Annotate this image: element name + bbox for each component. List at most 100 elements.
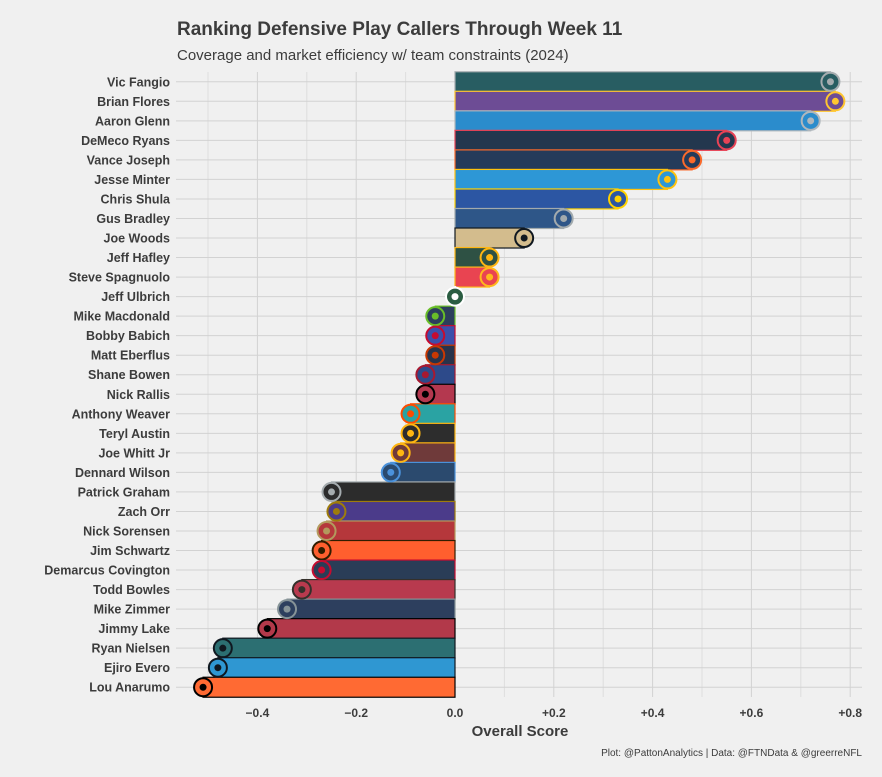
x-axis-ticks: −0.4 −0.2 0.0 +0.2 +0.4 +0.6 +0.8 bbox=[246, 706, 863, 720]
bar-vance-joseph bbox=[454, 149, 693, 171]
y-label-vance-joseph: Vance Joseph bbox=[87, 153, 170, 167]
y-label-bobby-babich: Bobby Babich bbox=[86, 329, 170, 343]
bar-jim-schwartz bbox=[321, 539, 456, 562]
cowboys-logo bbox=[277, 599, 298, 620]
bar-lou-anarumo bbox=[202, 676, 456, 698]
bar-aaron-glenn bbox=[454, 110, 812, 132]
y-label-steve-spagnuolo: Steve Spagnuolo bbox=[69, 271, 171, 285]
y-label-aaron-glenn: Aaron Glenn bbox=[95, 114, 170, 128]
bar-patrick-graham bbox=[330, 481, 456, 503]
bar-gus-bradley bbox=[454, 207, 565, 230]
patriots-logo-center bbox=[318, 566, 326, 574]
rams-logo-center bbox=[614, 195, 622, 203]
chart-subtitle: Coverage and market efficiency w/ team c… bbox=[177, 47, 569, 64]
bar-todd-bowles bbox=[301, 578, 456, 601]
bar-ejiro-evero bbox=[217, 657, 456, 679]
x-tick-label-2: 0.0 bbox=[447, 706, 464, 720]
y-label-jim-schwartz: Jim Schwartz bbox=[90, 544, 170, 558]
texans-logo bbox=[716, 130, 737, 151]
y-label-brian-flores: Brian Flores bbox=[97, 95, 170, 109]
x-tick-label-1: −0.2 bbox=[344, 706, 368, 720]
y-label-ryan-nielsen: Ryan Nielsen bbox=[91, 642, 170, 656]
bar-chris-shula bbox=[454, 188, 619, 210]
x-tick-label-6: +0.8 bbox=[838, 706, 862, 720]
y-label-patrick-graham: Patrick Graham bbox=[78, 485, 170, 499]
giants-logo bbox=[415, 364, 436, 385]
bars bbox=[202, 71, 836, 698]
seahawks-logo bbox=[425, 306, 446, 327]
y-label-jimmy-lake: Jimmy Lake bbox=[98, 622, 170, 636]
seahawks-logo-center bbox=[431, 312, 439, 320]
vikings-logo-center bbox=[831, 97, 839, 105]
y-label-jesse-minter: Jesse Minter bbox=[94, 173, 170, 187]
cowboys-logo-center bbox=[283, 605, 291, 613]
y-label-demarcus-covington: Demarcus Covington bbox=[44, 564, 170, 578]
y-label-joe-whitt-jr: Joe Whitt Jr bbox=[98, 446, 170, 460]
dolphins-logo bbox=[400, 403, 421, 424]
buccaneers-logo bbox=[291, 579, 312, 600]
bengals-logo bbox=[193, 677, 214, 698]
titans-logo-center bbox=[387, 468, 395, 476]
bar-demeco-ryans bbox=[454, 129, 728, 151]
patriots-logo bbox=[311, 560, 332, 581]
y-label-jeff-ulbrich: Jeff Ulbrich bbox=[101, 290, 170, 304]
lions-logo bbox=[800, 110, 821, 131]
bears-logo-center bbox=[431, 351, 439, 359]
commanders-logo bbox=[390, 442, 411, 463]
y-label-joe-woods: Joe Woods bbox=[104, 232, 170, 246]
ravens-logo-center bbox=[332, 507, 340, 515]
x-tick-label-0: −0.4 bbox=[246, 706, 270, 720]
raiders-logo bbox=[321, 481, 342, 502]
y-label-lou-anarumo: Lou Anarumo bbox=[89, 681, 170, 695]
bar-jimmy-lake bbox=[266, 618, 456, 640]
y-label-matt-eberflus: Matt Eberflus bbox=[91, 349, 170, 363]
jaguars-logo bbox=[212, 638, 233, 659]
dolphins-logo-center bbox=[407, 410, 415, 418]
lions-logo-center bbox=[807, 117, 815, 125]
texans-logo-center bbox=[723, 136, 731, 144]
bar-mike-zimmer bbox=[286, 598, 456, 620]
bar-nick-sorensen bbox=[325, 520, 456, 542]
bar-jesse-minter bbox=[454, 168, 669, 191]
y-label-vic-fangio: Vic Fangio bbox=[107, 75, 170, 89]
panthers-logo bbox=[207, 657, 228, 678]
cardinals-logo bbox=[415, 384, 436, 405]
packers-logo-center bbox=[486, 254, 494, 262]
y-label-ejiro-evero: Ejiro Evero bbox=[104, 661, 170, 675]
steelers-logo bbox=[400, 423, 421, 444]
broncos-logo-center bbox=[688, 156, 696, 164]
49ers-logo bbox=[316, 520, 337, 541]
x-tick-label-5: +0.6 bbox=[740, 706, 764, 720]
bar-vic-fangio bbox=[454, 71, 832, 93]
cardinals-logo-center bbox=[421, 390, 429, 398]
chiefs-logo bbox=[479, 267, 500, 288]
chargers-logo-center bbox=[663, 175, 671, 183]
bengals-logo-center bbox=[199, 683, 207, 691]
y-label-nick-sorensen: Nick Sorensen bbox=[83, 524, 170, 538]
chart-title: Ranking Defensive Play Callers Through W… bbox=[177, 19, 623, 40]
bar-demarcus-covington bbox=[321, 559, 456, 581]
raiders-logo-center bbox=[328, 488, 335, 496]
chargers-logo bbox=[657, 169, 678, 190]
browns-logo-center bbox=[318, 547, 326, 555]
commanders-logo-center bbox=[397, 449, 405, 457]
steelers-logo-center bbox=[407, 429, 415, 437]
y-label-shane-bowen: Shane Bowen bbox=[88, 368, 170, 382]
buccaneers-logo-center bbox=[298, 586, 306, 594]
eagles-logo-center bbox=[826, 78, 834, 86]
bar-joe-woods bbox=[454, 227, 525, 249]
bears-logo bbox=[425, 345, 446, 366]
jaguars-logo-center bbox=[219, 644, 227, 652]
y-label-chris-shula: Chris Shula bbox=[101, 192, 172, 206]
y-label-demeco-ryans: DeMeco Ryans bbox=[81, 134, 170, 148]
chiefs-logo-center bbox=[486, 273, 494, 281]
falcons-logo bbox=[257, 618, 278, 639]
y-label-jeff-hafley: Jeff Hafley bbox=[107, 251, 170, 265]
team-logos bbox=[193, 71, 846, 698]
falcons-logo-center bbox=[263, 625, 271, 633]
bar-brian-flores bbox=[454, 90, 836, 112]
bar-ryan-nielsen bbox=[222, 637, 456, 659]
vikings-logo bbox=[825, 91, 846, 112]
y-label-zach-orr: Zach Orr bbox=[118, 505, 170, 519]
